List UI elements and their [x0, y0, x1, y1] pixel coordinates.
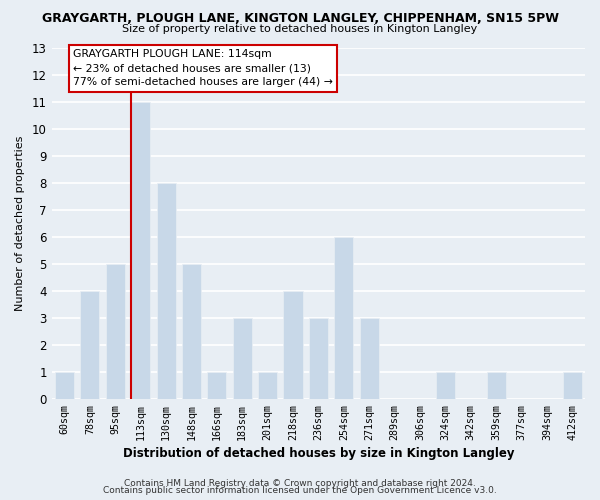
Bar [233, 318, 252, 399]
Bar [106, 264, 125, 399]
Text: Contains public sector information licensed under the Open Government Licence v3: Contains public sector information licen… [103, 486, 497, 495]
Text: GRAYGARTH PLOUGH LANE: 114sqm
← 23% of detached houses are smaller (13)
77% of s: GRAYGARTH PLOUGH LANE: 114sqm ← 23% of d… [73, 50, 333, 88]
Bar [258, 372, 277, 399]
Bar [208, 372, 226, 399]
Bar [157, 183, 176, 399]
Bar [55, 372, 74, 399]
Bar [359, 318, 379, 399]
Text: GRAYGARTH, PLOUGH LANE, KINGTON LANGLEY, CHIPPENHAM, SN15 5PW: GRAYGARTH, PLOUGH LANE, KINGTON LANGLEY,… [41, 12, 559, 26]
Bar [436, 372, 455, 399]
Bar [309, 318, 328, 399]
Y-axis label: Number of detached properties: Number of detached properties [15, 136, 25, 311]
Bar [182, 264, 201, 399]
Bar [131, 102, 150, 399]
Text: Contains HM Land Registry data © Crown copyright and database right 2024.: Contains HM Land Registry data © Crown c… [124, 478, 476, 488]
Bar [80, 291, 100, 399]
Bar [283, 291, 302, 399]
Text: Size of property relative to detached houses in Kington Langley: Size of property relative to detached ho… [122, 24, 478, 34]
Bar [563, 372, 582, 399]
Bar [334, 237, 353, 399]
X-axis label: Distribution of detached houses by size in Kington Langley: Distribution of detached houses by size … [122, 447, 514, 460]
Bar [487, 372, 506, 399]
